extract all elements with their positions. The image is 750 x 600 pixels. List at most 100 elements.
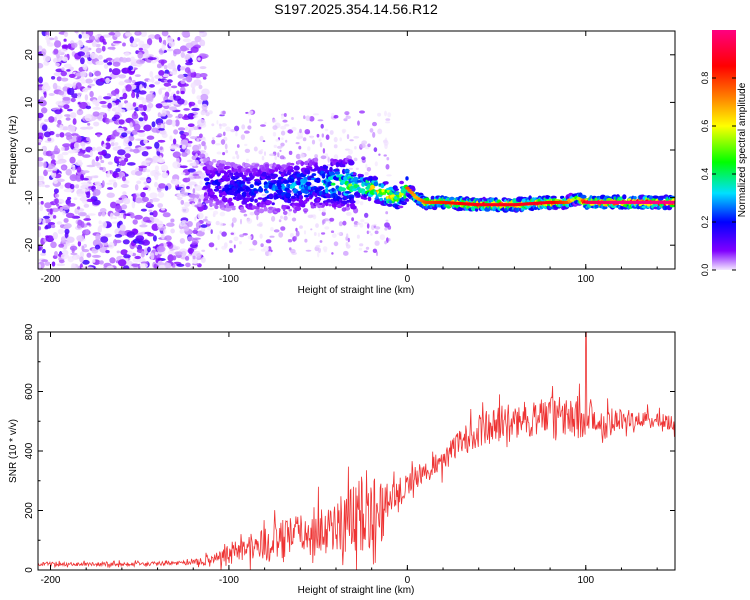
heatmap-point (191, 241, 198, 245)
heatmap-point (118, 81, 125, 86)
heatmap-point (385, 121, 391, 124)
heatmap-points (38, 31, 675, 269)
heatmap-point (148, 34, 156, 39)
heatmap-point (102, 144, 107, 148)
heatmap-point (172, 151, 181, 158)
heatmap-point (376, 251, 378, 257)
heatmap-point (470, 205, 476, 212)
heatmap-point (154, 165, 160, 171)
heatmap-point (42, 218, 46, 226)
heatmap-point (358, 247, 363, 251)
heatmap-point (343, 250, 349, 256)
heatmap-point (191, 149, 201, 157)
heatmap-point (225, 161, 232, 165)
heatmap-point (385, 211, 389, 215)
heatmap-point (288, 208, 293, 212)
heatmap-point (304, 238, 308, 243)
heatmap-point (305, 181, 312, 186)
heatmap-point (105, 250, 110, 254)
heatmap-point (131, 263, 140, 267)
heatmap-point (280, 125, 287, 130)
heatmap-point (53, 48, 59, 55)
heatmap-point (368, 230, 371, 234)
heatmap-point (223, 177, 231, 182)
heatmap-point (344, 206, 351, 211)
heatmap-point (198, 84, 203, 90)
heatmap-point (210, 229, 213, 235)
heatmap-point (162, 212, 171, 218)
heatmap-point (216, 151, 222, 155)
heatmap-point (63, 251, 66, 256)
colorbar-ticks: 0.0 0.2 0.4 0.6 0.8 (700, 72, 736, 276)
heatmap-point (329, 166, 333, 172)
heatmap-point (241, 124, 246, 130)
heatmap-point (188, 181, 197, 186)
heatmap-point (140, 31, 147, 37)
heatmap-point (475, 208, 479, 212)
heatmap-point (354, 199, 360, 205)
heatmap-point (107, 46, 116, 50)
heatmap-point (273, 180, 278, 184)
heatmap-point (102, 34, 111, 38)
heatmap-point (141, 239, 150, 246)
heatmap-point (121, 132, 128, 138)
heatmap-point (249, 212, 255, 216)
heatmap-point (44, 119, 49, 122)
heatmap-point (107, 170, 111, 178)
heatmap-point (170, 85, 178, 89)
heatmap-point (117, 107, 123, 113)
heatmap-point (287, 129, 294, 134)
heatmap-point (242, 233, 248, 236)
heatmap-point (89, 90, 94, 98)
heatmap-point (319, 142, 323, 148)
heatmap-point (352, 188, 357, 192)
heatmap-point (205, 112, 210, 117)
heatmap-point (163, 229, 167, 234)
heatmap-point (217, 234, 220, 240)
heatmap-point (366, 223, 370, 229)
heatmap-point (149, 90, 154, 94)
heatmap-point (72, 135, 78, 142)
heatmap-point (370, 184, 376, 190)
heatmap-point (178, 127, 186, 131)
heatmap-point (73, 197, 78, 200)
heatmap-point (264, 163, 270, 168)
heatmap-point (296, 205, 300, 211)
heatmap-point (325, 134, 330, 140)
heatmap-point (125, 102, 133, 110)
heatmap-point (77, 206, 81, 210)
heatmap-point (248, 110, 254, 115)
heatmap-point (83, 87, 92, 91)
heatmap-point (55, 100, 63, 106)
heatmap-point (186, 186, 190, 190)
heatmap-point (70, 97, 76, 103)
heatmap-point (289, 185, 295, 189)
heatmap-point (158, 88, 163, 95)
heatmap-point (85, 266, 94, 269)
heatmap-point (166, 37, 174, 43)
heatmap-point (139, 263, 148, 268)
heatmap-point (261, 155, 265, 161)
heatmap-point (142, 187, 149, 190)
heatmap-point (201, 40, 206, 47)
heatmap-point (346, 233, 349, 240)
heatmap-point (75, 82, 82, 90)
heatmap-point (350, 198, 355, 204)
heatmap-point (190, 114, 194, 120)
heatmap-point (213, 198, 220, 202)
heatmap-point (217, 185, 222, 189)
heatmap-point (135, 197, 143, 204)
heatmap-point (397, 205, 404, 209)
heatmap-point (111, 68, 121, 76)
heatmap-point (54, 145, 59, 153)
heatmap-point (56, 263, 66, 267)
heatmap-point (260, 243, 264, 248)
heatmap-point (93, 175, 99, 179)
heatmap-point (67, 203, 76, 207)
heatmap-point (199, 133, 203, 139)
heatmap-point (194, 35, 202, 43)
heatmap-point (41, 84, 51, 92)
heatmap-point (216, 120, 219, 125)
heatmap-point (46, 208, 51, 213)
heatmap-point (91, 41, 97, 47)
